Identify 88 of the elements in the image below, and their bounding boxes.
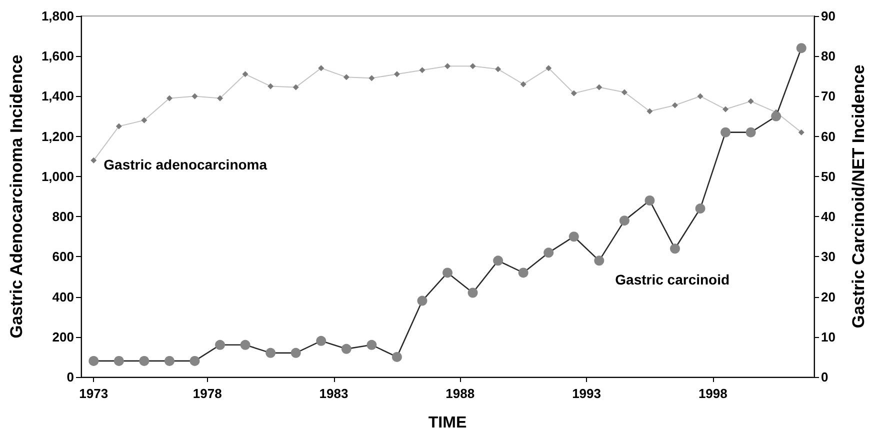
point [568, 232, 579, 242]
point [771, 111, 782, 122]
point [166, 95, 172, 102]
x-tick-label: 1983 [319, 386, 348, 401]
y2-tick-label: 20 [821, 289, 836, 304]
point [444, 63, 450, 70]
point [544, 248, 554, 258]
y-tick-label: 1,800 [41, 8, 74, 24]
point [594, 256, 604, 266]
point [493, 256, 504, 266]
point [164, 356, 174, 366]
point [570, 90, 577, 96]
x-tick-label: 1973 [79, 386, 108, 401]
point [621, 89, 628, 96]
point [520, 81, 526, 88]
y-tick-label: 1,600 [41, 48, 74, 64]
point [90, 157, 97, 164]
point [114, 356, 124, 366]
point [88, 356, 99, 366]
point [217, 95, 224, 102]
point [697, 93, 704, 100]
y2-tick-label: 30 [821, 249, 836, 264]
y2-tick-label: 60 [821, 128, 836, 144]
x-axis-title: TIME [428, 414, 467, 432]
x-tick-label: 1998 [698, 386, 728, 401]
point [343, 74, 350, 80]
y-tick-label: 1,000 [41, 168, 74, 184]
x-tick-label: 1978 [192, 386, 222, 401]
y2-axis-title: Gastric Carcinoid/NET Incidence [849, 64, 868, 328]
point [290, 348, 301, 358]
point [670, 244, 680, 254]
point [242, 71, 248, 78]
point [318, 65, 324, 72]
y2-tick-label: 10 [821, 329, 836, 344]
point [190, 356, 200, 366]
point [266, 348, 276, 358]
y2-tick-label: 0 [821, 370, 828, 384]
y2-tick-label: 40 [821, 209, 836, 224]
point [695, 204, 706, 214]
point [796, 43, 806, 54]
point [748, 98, 754, 104]
y2-tick-label: 50 [821, 168, 836, 184]
y-tick-label: 600 [52, 249, 74, 264]
point [366, 340, 377, 350]
point [341, 344, 352, 354]
point [368, 75, 375, 82]
point [468, 288, 478, 298]
point [722, 106, 729, 112]
point [394, 71, 400, 78]
y-tick-label: 1,200 [41, 128, 74, 144]
point [419, 67, 426, 74]
point [495, 66, 502, 72]
point [139, 356, 150, 366]
y2-tick-label: 90 [821, 8, 836, 24]
point [292, 84, 299, 90]
x-tick-label: 1993 [572, 386, 601, 401]
point [316, 336, 326, 346]
point [417, 296, 428, 306]
point [268, 83, 274, 90]
point [141, 117, 148, 124]
point [240, 340, 250, 350]
point [746, 127, 756, 138]
y2-tick-label: 80 [821, 48, 836, 64]
y-tick-label: 200 [52, 329, 74, 344]
y-tick-label: 0 [66, 370, 74, 384]
point [116, 123, 122, 130]
point [392, 352, 402, 362]
y-axis-title: Gastric Adenocarcinoma Incidence [7, 54, 26, 338]
y-tick-label: 800 [52, 209, 74, 224]
point [672, 102, 678, 108]
point [470, 63, 476, 70]
point [192, 93, 198, 100]
point [644, 196, 655, 206]
point [720, 127, 731, 138]
point [518, 268, 528, 278]
point [596, 84, 602, 90]
point [215, 340, 226, 350]
point [546, 65, 552, 72]
x-tick-label: 1988 [446, 386, 475, 401]
series-label: Gastric adenocarcinoma [104, 156, 268, 172]
series-label: Gastric carcinoid [615, 272, 730, 288]
y-tick-label: 400 [52, 289, 74, 304]
point [619, 216, 630, 226]
point [646, 108, 653, 114]
y2-tick-label: 70 [821, 88, 836, 104]
point [442, 268, 452, 278]
point [798, 129, 804, 136]
y-tick-label: 1,400 [41, 88, 74, 104]
